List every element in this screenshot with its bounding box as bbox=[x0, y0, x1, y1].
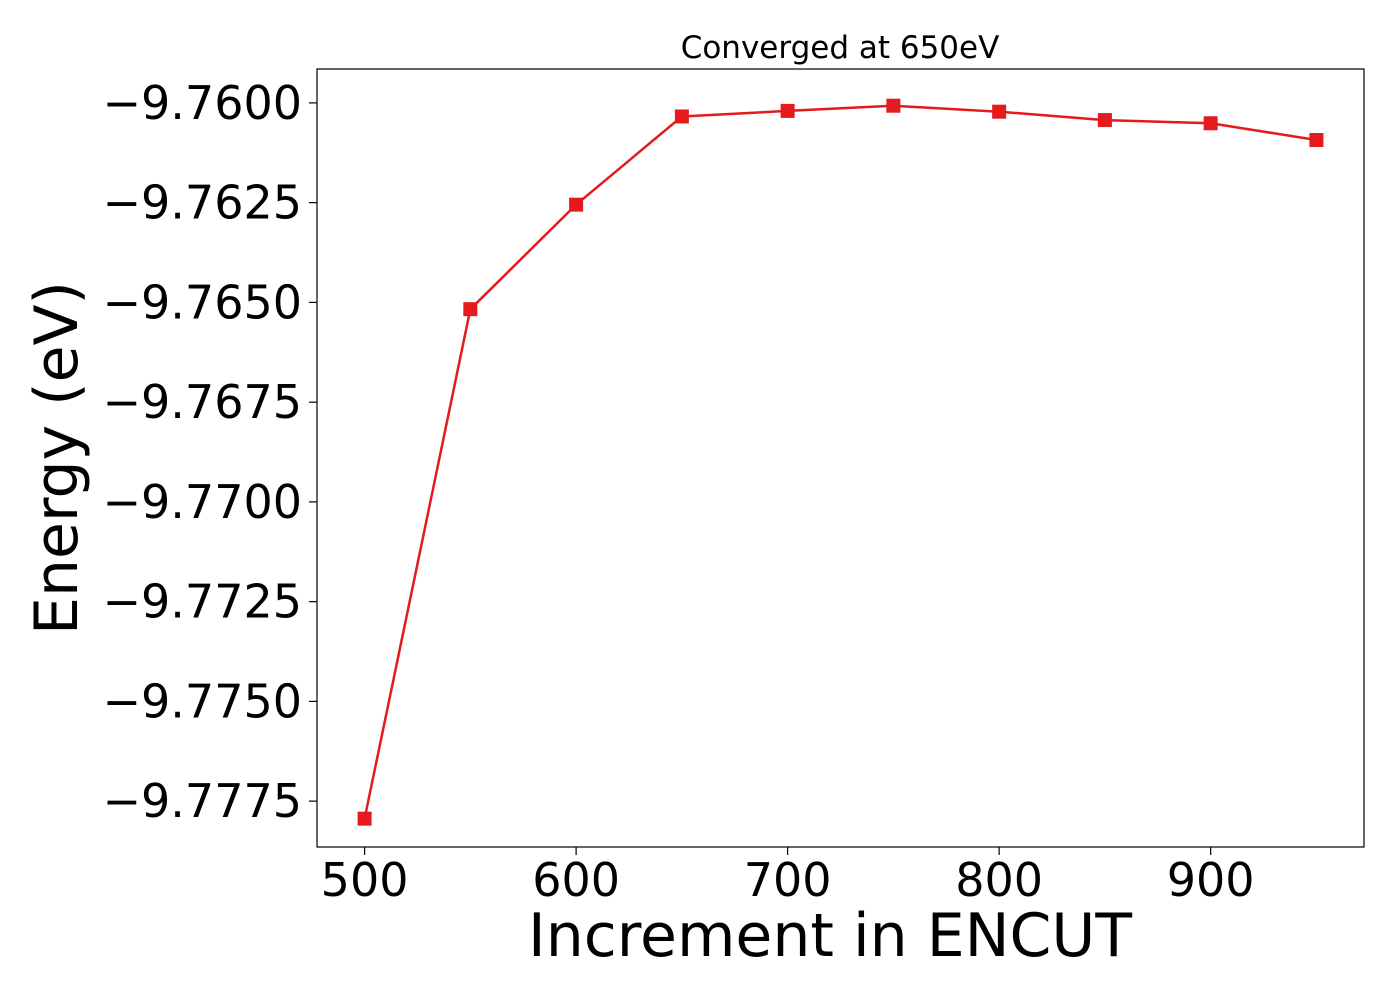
data-point-marker bbox=[886, 98, 901, 113]
y-tick-label: −9.7775 bbox=[103, 774, 303, 828]
data-point-marker bbox=[463, 302, 478, 317]
y-tick-label: −9.7650 bbox=[103, 275, 303, 329]
data-point-marker bbox=[1097, 113, 1112, 128]
data-point-marker bbox=[1309, 133, 1324, 148]
y-tick-label: −9.7750 bbox=[103, 674, 303, 728]
data-point-marker bbox=[992, 104, 1007, 119]
y-tick-label: −9.7725 bbox=[103, 575, 303, 629]
x-tick-label: 800 bbox=[955, 853, 1043, 907]
x-tick-label: 900 bbox=[1167, 853, 1255, 907]
y-axis-label: Energy (eV) bbox=[22, 281, 92, 635]
chart-title: Converged at 650eV bbox=[681, 30, 1000, 66]
y-tick-label: −9.7700 bbox=[103, 475, 303, 529]
energy-series-line bbox=[363, 104, 1317, 819]
y-tick-label: −9.7625 bbox=[103, 176, 303, 230]
x-tick-label: 500 bbox=[321, 853, 409, 907]
plot-frame bbox=[316, 68, 1365, 848]
data-point-marker bbox=[569, 197, 584, 212]
data-point-marker bbox=[1203, 116, 1218, 131]
y-tick-label: −9.7600 bbox=[103, 76, 303, 130]
x-tick-label: 700 bbox=[744, 853, 832, 907]
data-point-marker bbox=[780, 103, 795, 118]
x-axis-label: Increment in ENCUT bbox=[528, 901, 1132, 971]
plot-area bbox=[357, 98, 1324, 826]
data-point-marker bbox=[357, 811, 372, 826]
x-axis: 500 600 700 800 900 bbox=[321, 847, 1255, 907]
x-tick-label: 600 bbox=[532, 853, 620, 907]
y-axis: −9.7600 −9.7625 −9.7650 −9.7675 −9.7700 −9.77… bbox=[103, 76, 317, 828]
y-tick-label: −9.7675 bbox=[103, 375, 303, 429]
data-point-marker bbox=[674, 109, 689, 124]
